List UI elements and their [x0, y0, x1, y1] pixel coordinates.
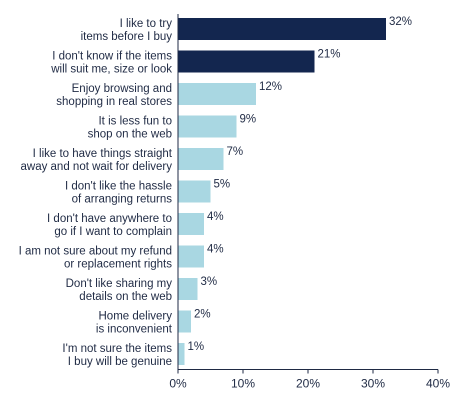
bar-1	[178, 50, 315, 73]
value-label-2: 12%	[259, 81, 282, 93]
bar-3	[178, 115, 237, 138]
bar-4	[178, 148, 224, 170]
bar-7	[178, 245, 204, 268]
bar-9	[178, 310, 191, 333]
value-label-3: 9%	[240, 114, 257, 126]
x-tick-label-1: 10%	[231, 377, 255, 391]
bar-6	[178, 213, 204, 235]
value-label-1: 21%	[318, 49, 341, 61]
value-label-8: 3%	[201, 276, 218, 288]
value-label-10: 1%	[188, 341, 205, 353]
x-tick-label-2: 20%	[296, 377, 320, 391]
category-label-4: I like to have things straight away and n…	[21, 148, 173, 173]
category-label-3: It is less fun to shop on the web	[88, 115, 172, 140]
x-tick-label-3: 30%	[361, 377, 385, 391]
value-label-9: 2%	[194, 309, 211, 321]
bar-8	[178, 278, 198, 300]
value-label-5: 5%	[214, 179, 231, 191]
category-label-1: I don't know if the items will suit me, s…	[50, 50, 172, 75]
value-label-7: 4%	[207, 244, 224, 256]
category-label-6: I don't have anywhere to go if I want to …	[47, 213, 172, 238]
x-tick-label-0: 0%	[169, 377, 187, 391]
category-label-5: I don't like the hassle of arranging retu…	[65, 180, 172, 205]
bar-10	[178, 343, 185, 365]
bar-5	[178, 180, 211, 203]
category-label-8: Don't like sharing my details on the web	[66, 278, 173, 303]
value-label-4: 7%	[227, 146, 244, 158]
category-label-7: I am not sure about my refund or replacem…	[19, 245, 173, 270]
value-label-0: 32%	[389, 16, 412, 28]
category-label-2: Enjoy browsing and shopping in real store…	[56, 83, 172, 108]
bar-2	[178, 83, 256, 105]
category-label-9: Home delivery is inconvenient	[96, 310, 173, 335]
bar-0	[178, 18, 386, 40]
category-label-10: I'm not sure the items I buy will be genu…	[62, 343, 172, 368]
x-tick-label-4: 40%	[426, 377, 450, 391]
value-label-6: 4%	[207, 211, 224, 223]
category-label-0: I like to try items before I buy	[81, 18, 173, 43]
